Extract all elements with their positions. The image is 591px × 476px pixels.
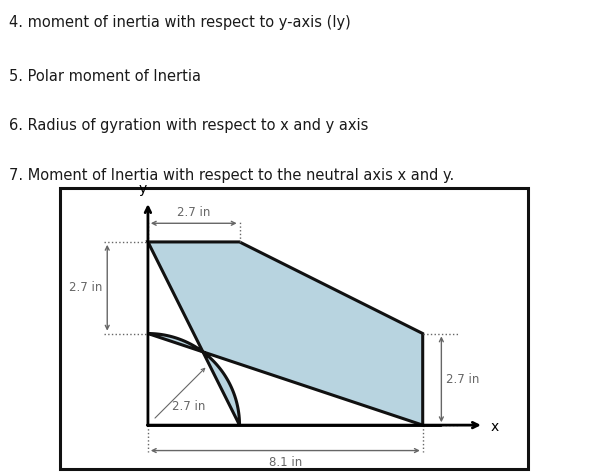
Text: 7. Moment of Inertia with respect to the neutral axis x and y.: 7. Moment of Inertia with respect to the… <box>9 168 454 183</box>
Text: 2.7 in: 2.7 in <box>446 373 480 386</box>
Text: 6. Radius of gyration with respect to x and y axis: 6. Radius of gyration with respect to x … <box>9 118 368 133</box>
Text: 5. Polar moment of Inertia: 5. Polar moment of Inertia <box>9 69 201 84</box>
Text: 8.1 in: 8.1 in <box>269 456 302 469</box>
Text: 2.7 in: 2.7 in <box>69 281 102 294</box>
Text: 2.7 in: 2.7 in <box>177 206 210 219</box>
Polygon shape <box>148 242 423 425</box>
Text: y: y <box>139 182 147 196</box>
Text: 4. moment of inertia with respect to y-axis (ly): 4. moment of inertia with respect to y-a… <box>9 15 350 30</box>
Text: 2.7 in: 2.7 in <box>171 400 205 413</box>
Text: x: x <box>491 420 499 434</box>
